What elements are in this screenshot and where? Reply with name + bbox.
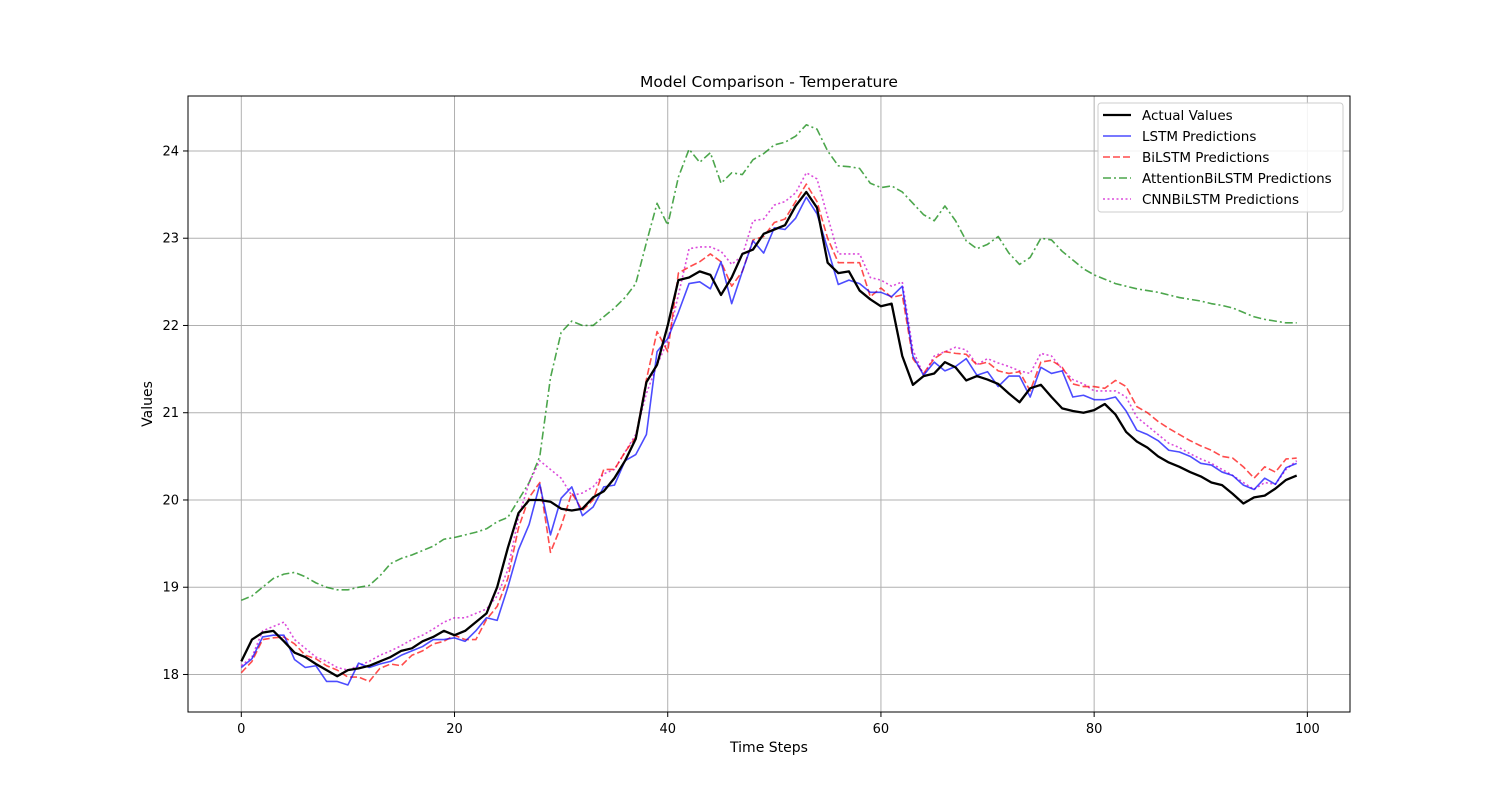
x-axis-label: Time Steps — [729, 740, 808, 756]
x-tick-label: 40 — [659, 722, 676, 737]
series-line-actual-values — [240, 190, 1298, 678]
y-tick-label: 22 — [162, 319, 179, 334]
y-tick-label: 24 — [162, 144, 179, 159]
y-tick-label: 18 — [162, 668, 179, 683]
legend-label: LSTM Predictions — [1142, 129, 1256, 145]
x-axis: 0 20 40 60 80 100 — [237, 712, 1320, 737]
x-tick-label: 80 — [1086, 722, 1103, 737]
legend-box — [1097, 102, 1344, 213]
y-tick-label: 19 — [162, 581, 179, 596]
y-axis-label: Values — [140, 381, 156, 427]
legend-label: BiLSTM Predictions — [1142, 150, 1269, 166]
legend-label: Actual Values — [1142, 108, 1233, 124]
legend: Actual Values LSTM Predictions BiLSTM Pred… — [1097, 102, 1344, 213]
series-line-bilstm-predictions — [240, 183, 1297, 683]
y-tick-label: 20 — [162, 493, 179, 508]
x-tick-label: 100 — [1295, 722, 1320, 737]
chart-title: Model Comparison - Temperature — [640, 73, 898, 91]
series-lines — [240, 123, 1298, 686]
y-axis: 18 19 20 21 22 23 24 — [162, 144, 188, 683]
legend-label: CNNBiLSTM Predictions — [1142, 192, 1299, 208]
series-line-lstm-predictions — [240, 196, 1298, 686]
series-line-cnnbilstm-predictions — [240, 171, 1298, 671]
plot-frame — [187, 95, 1351, 713]
x-tick-label: 0 — [237, 722, 245, 737]
series-line-attentionbilstm-predictions — [240, 123, 1297, 602]
y-tick-label: 23 — [162, 232, 179, 247]
y-tick-label: 21 — [162, 406, 179, 421]
x-tick-label: 20 — [446, 722, 463, 737]
legend-label: AttentionBiLSTM Predictions — [1142, 171, 1332, 187]
x-tick-label: 60 — [873, 722, 890, 737]
